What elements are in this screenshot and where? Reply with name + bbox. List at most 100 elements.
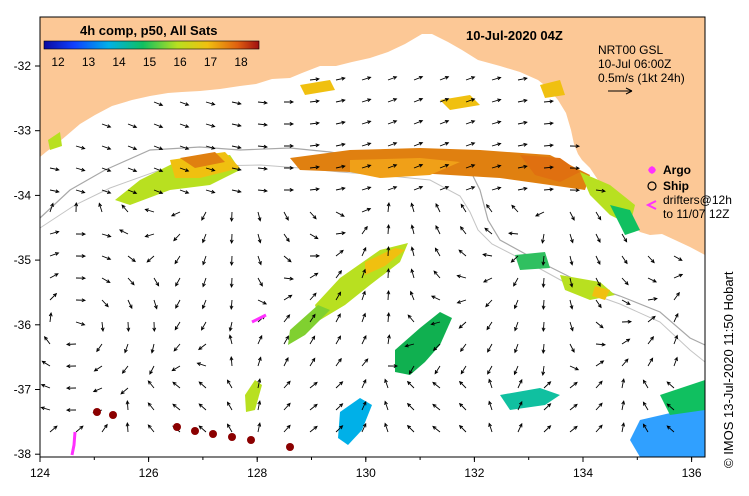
current-arrow bbox=[514, 321, 519, 332]
current-arrow bbox=[309, 121, 320, 126]
current-arrow bbox=[174, 255, 181, 265]
current-arrow bbox=[283, 188, 295, 192]
current-arrow bbox=[595, 188, 606, 193]
current-arrow bbox=[534, 211, 545, 217]
current-arrow bbox=[541, 321, 546, 333]
current-arrow bbox=[101, 423, 108, 433]
current-arrow bbox=[387, 364, 399, 368]
current-arrow bbox=[647, 255, 655, 264]
float-marker bbox=[286, 443, 294, 451]
current-arrow bbox=[621, 358, 629, 367]
current-arrow bbox=[621, 319, 633, 324]
current-arrow bbox=[409, 290, 415, 301]
sst-patch bbox=[288, 305, 330, 345]
current-arrow bbox=[152, 321, 157, 333]
current-arrow bbox=[127, 189, 138, 195]
current-arrow bbox=[361, 358, 369, 367]
current-arrow bbox=[144, 208, 155, 213]
current-arrow bbox=[75, 425, 84, 433]
current-arrow bbox=[257, 378, 262, 389]
current-arrow bbox=[231, 101, 242, 106]
current-arrow bbox=[569, 166, 581, 171]
current-arrow bbox=[43, 336, 51, 345]
current-arrow bbox=[432, 403, 441, 411]
current-arrow bbox=[172, 381, 181, 389]
current-arrow bbox=[595, 299, 602, 309]
current-arrow bbox=[228, 334, 233, 345]
current-arrow bbox=[198, 381, 207, 389]
current-arrow bbox=[513, 299, 519, 310]
current-arrow bbox=[283, 100, 295, 104]
current-arrow bbox=[361, 120, 372, 125]
sst-patches bbox=[48, 80, 705, 457]
current-arrow bbox=[541, 343, 546, 354]
current-arrow bbox=[283, 122, 295, 126]
current-arrow bbox=[335, 231, 346, 236]
current-arrow bbox=[435, 225, 441, 235]
current-arrow bbox=[121, 365, 129, 374]
scale-arrow-icon bbox=[608, 87, 633, 95]
current-arrow bbox=[460, 365, 467, 375]
current-arrow bbox=[125, 421, 130, 433]
current-arrow bbox=[127, 277, 135, 286]
current-arrow bbox=[543, 99, 554, 104]
current-arrow bbox=[543, 187, 554, 192]
current-arrow bbox=[666, 381, 675, 389]
current-arrow bbox=[621, 299, 631, 305]
current-arrow bbox=[387, 120, 398, 125]
current-arrow bbox=[456, 299, 467, 304]
current-arrow bbox=[144, 233, 155, 238]
current-arrow bbox=[543, 121, 554, 126]
current-arrow bbox=[621, 338, 631, 345]
current-arrow bbox=[175, 277, 181, 287]
current-arrow bbox=[201, 211, 207, 221]
current-arrow bbox=[74, 201, 79, 213]
current-arrow bbox=[335, 164, 346, 169]
sst-patch bbox=[395, 312, 452, 375]
colorbar bbox=[43, 40, 260, 50]
current-arrow bbox=[205, 145, 216, 150]
current-arrow bbox=[335, 211, 345, 217]
current-arrow bbox=[386, 223, 391, 235]
current-arrow bbox=[49, 167, 60, 172]
current-arrow bbox=[309, 335, 316, 345]
current-arrow bbox=[283, 402, 291, 411]
current-arrow bbox=[642, 423, 649, 433]
current-arrow bbox=[101, 277, 111, 283]
current-arrow bbox=[569, 277, 574, 288]
current-arrow bbox=[205, 123, 216, 128]
current-arrow bbox=[229, 233, 234, 245]
current-arrow bbox=[149, 365, 155, 375]
current-arrow bbox=[257, 400, 262, 411]
current-arrow bbox=[283, 424, 291, 433]
land-mass bbox=[40, 17, 705, 255]
current-arrow bbox=[153, 189, 164, 195]
current-arrow bbox=[459, 226, 467, 235]
current-arrow bbox=[229, 299, 234, 311]
current-arrow bbox=[179, 189, 190, 194]
current-arrow bbox=[595, 233, 601, 243]
current-arrow bbox=[647, 357, 654, 367]
current-arrow bbox=[49, 252, 60, 257]
current-arrow bbox=[198, 425, 207, 433]
argo-track bbox=[70, 431, 77, 456]
current-arrow bbox=[491, 186, 502, 191]
current-arrow bbox=[147, 424, 155, 433]
current-arrow bbox=[491, 142, 502, 147]
current-arrow bbox=[309, 313, 316, 323]
current-arrow bbox=[543, 425, 552, 433]
current-arrow bbox=[673, 334, 678, 345]
current-arrow bbox=[229, 356, 234, 367]
current-arrow bbox=[335, 76, 346, 81]
current-arrow bbox=[439, 141, 450, 147]
current-arrow bbox=[257, 277, 263, 287]
current-arrow bbox=[98, 202, 103, 213]
current-arrow bbox=[595, 255, 601, 266]
current-arrow bbox=[407, 314, 415, 323]
current-arrow bbox=[543, 403, 552, 411]
current-arrow bbox=[257, 144, 268, 149]
current-arrow bbox=[404, 343, 415, 348]
current-arrow bbox=[361, 268, 366, 279]
current-arrow bbox=[491, 98, 502, 103]
float-marker bbox=[173, 423, 181, 431]
